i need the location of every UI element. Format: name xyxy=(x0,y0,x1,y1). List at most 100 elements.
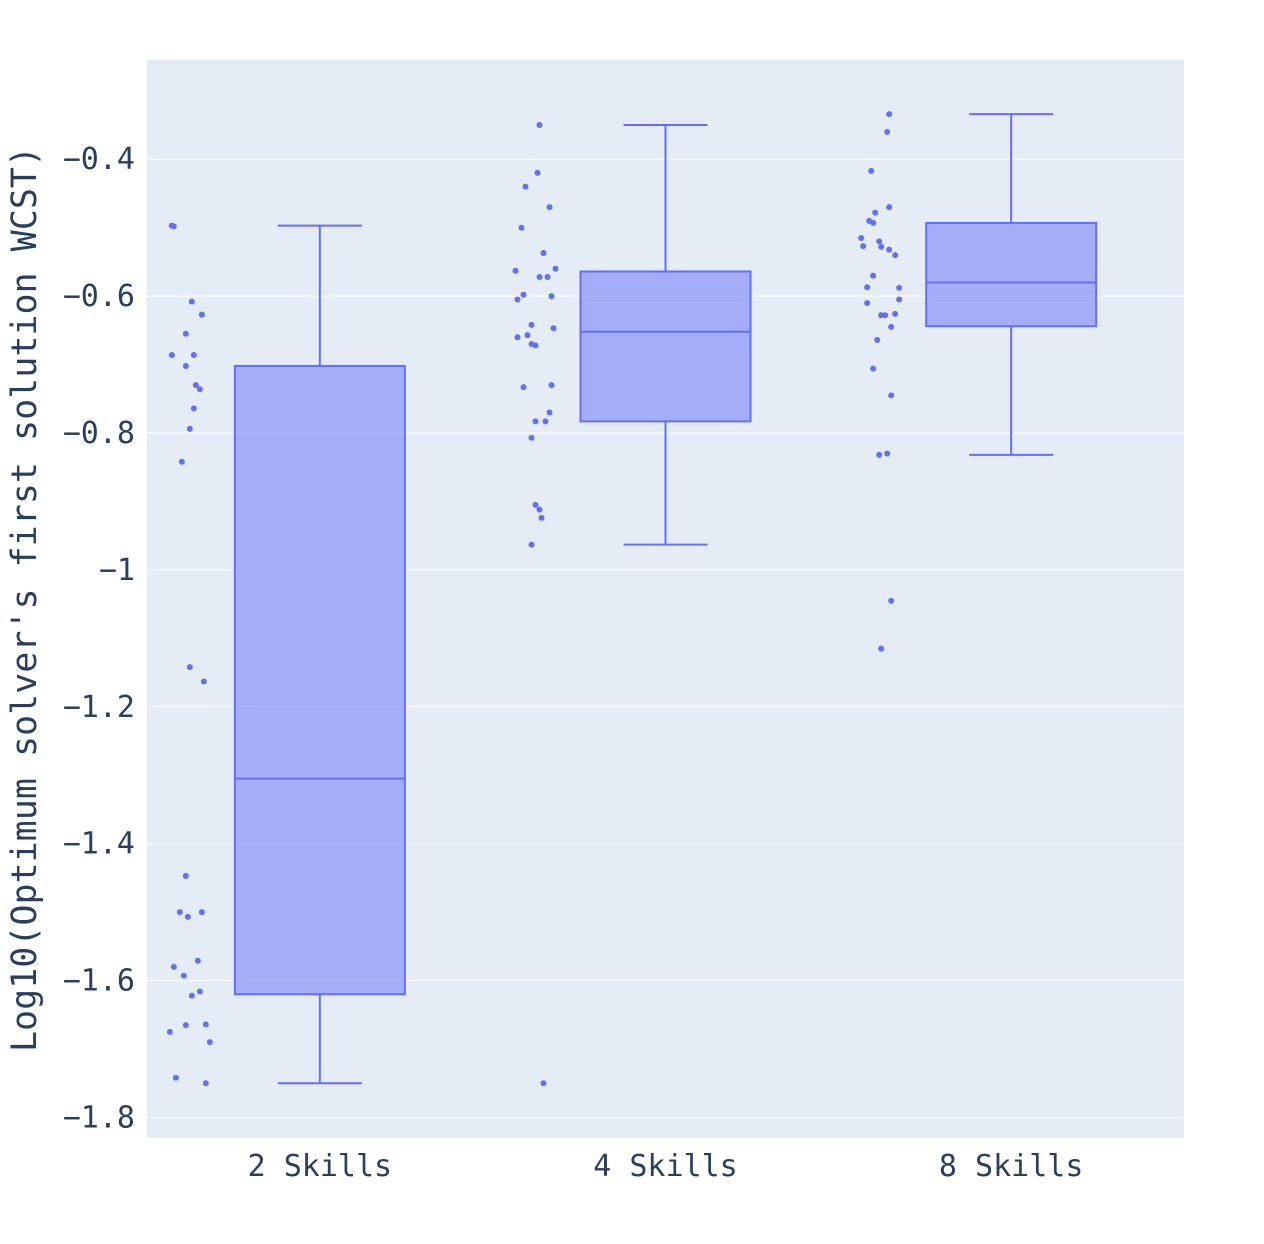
data-point xyxy=(868,167,875,174)
data-point xyxy=(860,243,867,250)
x-tick-label: 4 Skills xyxy=(593,1149,738,1184)
data-point xyxy=(514,296,521,303)
data-point xyxy=(544,273,551,280)
data-point xyxy=(876,238,883,245)
data-point xyxy=(186,664,193,671)
data-point xyxy=(514,334,521,341)
data-point xyxy=(546,204,553,211)
data-point xyxy=(194,957,201,964)
data-point xyxy=(196,988,203,995)
data-point xyxy=(520,291,527,298)
data-point xyxy=(550,325,557,332)
y-tick-label: −1.4 xyxy=(63,827,135,862)
data-point xyxy=(192,382,199,389)
data-point xyxy=(874,336,881,343)
data-point xyxy=(188,992,195,999)
y-axis-ticks: −1.8 −1.6 −1.4 −1.2 −1 −0.8 −0.6 −0.4 xyxy=(63,142,135,1135)
data-point xyxy=(888,392,895,399)
data-point xyxy=(546,409,553,416)
data-point xyxy=(548,382,555,389)
y-tick-label: −1.6 xyxy=(63,964,135,999)
data-point xyxy=(552,265,559,272)
data-point xyxy=(188,298,195,305)
boxes xyxy=(233,113,1098,1085)
data-point xyxy=(180,972,187,979)
data-point xyxy=(884,450,891,457)
y-tick-label: −1.2 xyxy=(63,690,135,725)
data-point xyxy=(886,204,893,211)
data-point xyxy=(522,183,529,190)
data-point xyxy=(886,111,893,118)
data-point xyxy=(186,425,193,432)
x-tick-label: 8 Skills xyxy=(939,1149,1084,1184)
data-point xyxy=(876,451,883,458)
data-point xyxy=(870,365,877,372)
data-point xyxy=(548,293,555,300)
data-point xyxy=(200,678,207,685)
data-point xyxy=(870,219,877,226)
data-point xyxy=(878,645,885,652)
data-point xyxy=(528,434,535,441)
data-point xyxy=(892,310,899,317)
data-point xyxy=(518,224,525,231)
data-point xyxy=(528,321,535,328)
data-point xyxy=(166,1028,173,1035)
data-point xyxy=(896,296,903,303)
data-point xyxy=(176,909,183,916)
data-point xyxy=(168,351,175,358)
data-point xyxy=(170,963,177,970)
box-group xyxy=(579,124,752,546)
data-point xyxy=(182,362,189,369)
data-point xyxy=(536,273,543,280)
data-point xyxy=(182,872,189,879)
data-point xyxy=(182,330,189,337)
data-point xyxy=(896,284,903,291)
data-point xyxy=(870,272,877,279)
data-point xyxy=(196,386,203,393)
data-point xyxy=(884,128,891,135)
data-point xyxy=(178,458,185,465)
x-tick-label: 2 Skills xyxy=(248,1149,393,1184)
data-point xyxy=(532,501,539,508)
data-point xyxy=(540,250,547,257)
data-point xyxy=(864,284,871,291)
data-point xyxy=(528,541,535,548)
data-point xyxy=(512,267,519,274)
data-point xyxy=(532,342,539,349)
data-point xyxy=(534,169,541,176)
y-tick-label: −0.6 xyxy=(63,279,135,314)
data-point xyxy=(536,506,543,513)
data-point xyxy=(872,209,879,216)
y-tick-label: −0.4 xyxy=(63,142,135,177)
data-point xyxy=(198,909,205,916)
y-axis-title: Log10(Optimum solver's first solution WC… xyxy=(5,146,45,1052)
box-group xyxy=(233,224,406,1085)
iqr-box xyxy=(233,364,406,996)
data-point xyxy=(202,1021,209,1028)
data-point xyxy=(878,243,885,250)
data-point xyxy=(536,122,543,129)
iqr-box xyxy=(925,221,1098,328)
data-point xyxy=(888,323,895,330)
data-point xyxy=(524,332,531,339)
data-point xyxy=(542,418,549,425)
data-point xyxy=(882,312,889,319)
data-point xyxy=(532,418,539,425)
data-point xyxy=(182,1022,189,1029)
data-point xyxy=(172,1074,179,1081)
data-point xyxy=(888,597,895,604)
data-point xyxy=(538,514,545,521)
data-point xyxy=(864,299,871,306)
y-tick-label: −0.8 xyxy=(63,416,135,451)
data-point xyxy=(892,252,899,259)
jitter-points xyxy=(166,111,903,1087)
data-point xyxy=(540,1080,547,1087)
y-tick-label: −1 xyxy=(99,553,135,588)
data-point xyxy=(190,351,197,358)
x-axis-ticks: 2 Skills 4 Skills 8 Skills xyxy=(248,1149,1084,1184)
data-point xyxy=(198,311,205,318)
data-point xyxy=(190,405,197,412)
box-group xyxy=(925,113,1098,456)
data-point xyxy=(886,246,893,253)
